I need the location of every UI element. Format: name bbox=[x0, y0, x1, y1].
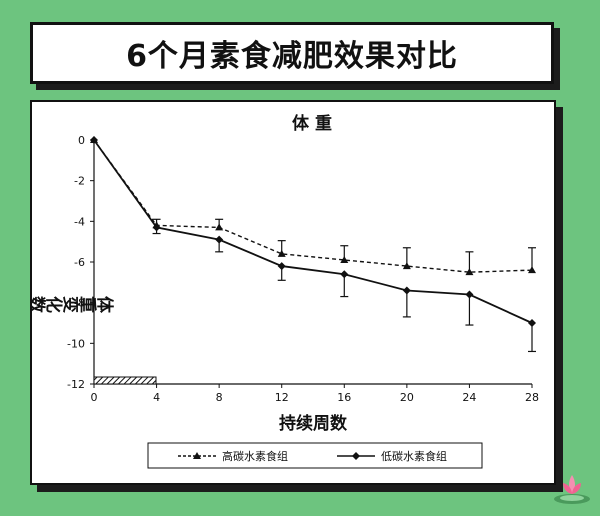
legend-label-2: 低碳水素食组 bbox=[381, 449, 447, 463]
x-tick-label: 28 bbox=[525, 391, 539, 404]
page-title: 6个月素食减肥效果对比 bbox=[126, 39, 458, 74]
data-point-triangle bbox=[528, 266, 536, 274]
error-bars bbox=[152, 218, 536, 353]
y-tick-label: -12 bbox=[67, 378, 85, 391]
y-tick-label: -8 bbox=[74, 297, 85, 310]
axes bbox=[90, 139, 533, 388]
legend-marker-triangle bbox=[193, 452, 201, 459]
series-line-2 bbox=[93, 139, 533, 324]
data-point-diamond bbox=[215, 235, 224, 244]
data-point-triangle bbox=[465, 268, 474, 276]
lotus-icon bbox=[554, 475, 590, 504]
x-tick-label: 4 bbox=[153, 391, 160, 404]
y-tick-label: -10 bbox=[67, 337, 85, 350]
data-point-triangle bbox=[215, 223, 224, 231]
data-point-triangle bbox=[340, 255, 349, 263]
title-banner: 6个月素食减肥效果对比 bbox=[30, 22, 554, 84]
chart-title: 体 重 bbox=[292, 113, 332, 134]
data-point-diamond bbox=[340, 270, 349, 279]
tick-labels: 0 4 8 12 16 20 24 28 0 -2 -4 -6 -8 -10 -12 bbox=[67, 134, 539, 404]
x-tick-label: 20 bbox=[400, 391, 414, 404]
data-point-diamond bbox=[277, 262, 286, 271]
data-point-diamond bbox=[152, 223, 161, 232]
y-tick-label: -2 bbox=[74, 175, 85, 188]
data-point-diamond bbox=[402, 286, 411, 295]
legend: 高碳水素食组 低碳水素食组 bbox=[147, 442, 483, 469]
data-point-diamond bbox=[465, 290, 474, 299]
y-tick-label: 0 bbox=[78, 134, 85, 147]
x-tick-label: 0 bbox=[91, 391, 98, 404]
x-tick-label: 16 bbox=[337, 391, 351, 404]
y-axis-label: 体重变化数(kg) bbox=[32, 292, 115, 313]
data-point-triangle bbox=[277, 249, 286, 257]
legend-marker-diamond bbox=[352, 452, 360, 460]
x-axis-label: 持续周数 bbox=[279, 413, 348, 434]
chart-card: 体 重 0 4 8 12 16 20 24 28 0 -2 -4 -6 -8 -10 -12 持续周数 体重… bbox=[30, 100, 556, 485]
diet-period-hatch bbox=[93, 376, 157, 385]
series-markers bbox=[90, 136, 536, 327]
x-tick-label: 12 bbox=[275, 391, 289, 404]
y-tick-label: -6 bbox=[74, 256, 85, 269]
x-tick-label: 24 bbox=[462, 391, 476, 404]
weight-change-chart: 体 重 0 4 8 12 16 20 24 28 0 -2 -4 -6 -8 -10 -12 持续周数 体重… bbox=[32, 113, 539, 469]
data-point-diamond bbox=[90, 136, 98, 144]
data-point-triangle bbox=[402, 262, 411, 270]
y-tick-label: -4 bbox=[74, 215, 85, 228]
series-lines bbox=[93, 139, 533, 324]
series-line-1 bbox=[93, 139, 533, 273]
data-point-diamond bbox=[528, 319, 536, 327]
legend-label-1: 高碳水素食组 bbox=[222, 449, 288, 463]
x-tick-label: 8 bbox=[216, 391, 223, 404]
